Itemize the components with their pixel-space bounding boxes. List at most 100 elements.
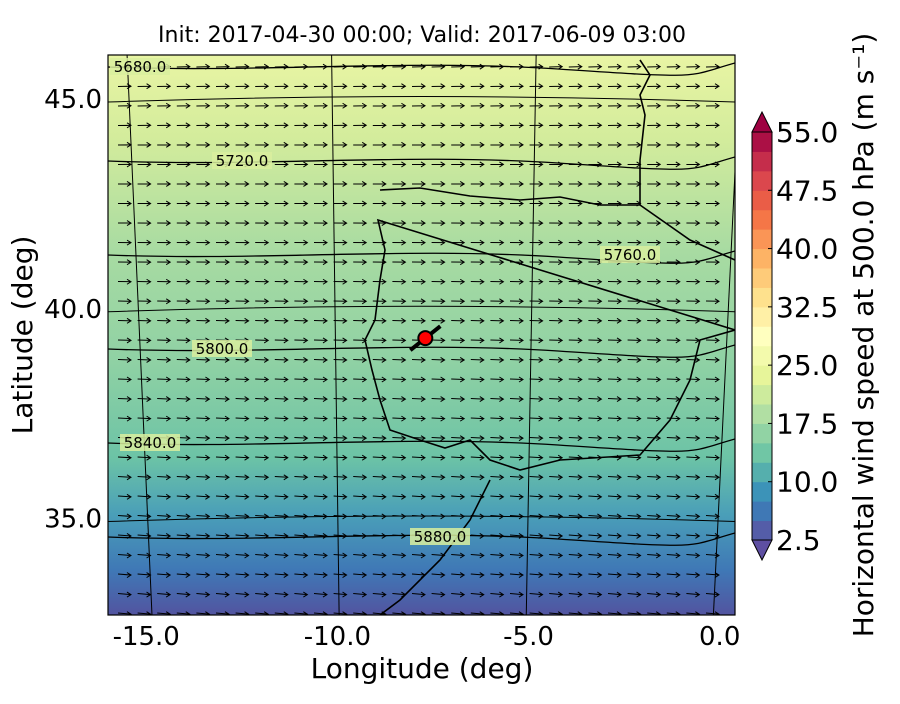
wind-arrow	[529, 454, 544, 461]
wind-arrow	[470, 572, 485, 578]
wind-arrow	[215, 454, 230, 461]
wind-arrow	[451, 239, 466, 246]
wind-arrow	[274, 83, 289, 90]
wind-arrow	[627, 591, 642, 598]
wind-arrow	[666, 63, 681, 70]
wind-arrow	[176, 357, 191, 363]
wind-arrow	[137, 181, 152, 187]
wind-arrow	[411, 552, 426, 559]
coastline	[364, 59, 735, 615]
wind-arrow	[705, 435, 720, 442]
wind-arrow	[549, 278, 564, 285]
wind-arrow	[470, 357, 485, 363]
wind-arrow	[490, 552, 505, 559]
wind-arrow	[568, 396, 583, 402]
wind-arrow	[588, 317, 603, 324]
wind-arrow	[392, 474, 407, 481]
wind-arrow	[470, 122, 485, 129]
wind-arrow	[568, 220, 583, 227]
wind-arrow	[313, 396, 328, 402]
wind-arrow	[686, 102, 701, 109]
wind-arrow	[666, 454, 681, 461]
wind-arrow	[588, 337, 603, 344]
wind-arrow	[313, 161, 328, 168]
wind-arrow	[157, 376, 172, 383]
wind-arrow	[490, 415, 505, 422]
wind-arrow	[294, 611, 309, 615]
wind-arrow	[490, 357, 505, 363]
wind-arrow	[509, 200, 524, 207]
wind-arrow	[588, 220, 603, 227]
wind-arrow	[568, 552, 583, 559]
wind-arrow	[372, 259, 387, 266]
wind-arrow	[157, 454, 172, 461]
wind-arrow	[686, 513, 701, 520]
wind-arrow	[196, 591, 211, 598]
wind-arrow	[470, 220, 485, 227]
contour-label: 5680.0	[114, 58, 167, 76]
wind-arrow	[176, 493, 191, 500]
wind-arrow	[274, 239, 289, 246]
wind-arrow	[490, 122, 505, 129]
wind-arrow	[255, 376, 270, 383]
wind-arrow	[392, 396, 407, 402]
wind-arrow	[647, 357, 662, 363]
colorbar-segment	[752, 132, 772, 152]
wind-arrow	[686, 357, 701, 363]
wind-arrow	[607, 474, 622, 481]
wind-arrow	[431, 220, 446, 227]
colorbar-tick-label: 47.5	[776, 174, 838, 207]
wind-arrow	[568, 141, 583, 148]
wind-arrow	[568, 83, 583, 90]
wind-arrow	[431, 102, 446, 109]
wind-arrow	[353, 278, 368, 285]
wind-arrow	[431, 317, 446, 324]
wind-arrow	[176, 396, 191, 402]
wind-arrow	[294, 454, 309, 461]
wind-arrow	[215, 357, 230, 363]
wind-arrow	[549, 474, 564, 481]
wind-arrow	[372, 63, 387, 70]
wind-arrow	[176, 83, 191, 90]
wind-arrow	[353, 298, 368, 305]
wind-arrow	[392, 122, 407, 129]
wind-arrow	[666, 591, 681, 598]
parallel	[108, 305, 735, 313]
wind-arrow	[686, 415, 701, 422]
wind-arrow	[333, 552, 348, 559]
wind-arrow	[353, 415, 368, 422]
wind-arrow	[333, 454, 348, 461]
contour-label: 5720.0	[216, 152, 269, 170]
wind-arrow	[705, 572, 720, 578]
wind-arrow	[313, 552, 328, 559]
wind-arrow	[255, 513, 270, 520]
wind-arrow	[549, 181, 564, 187]
wind-arrow	[431, 454, 446, 461]
wind-arrow	[255, 474, 270, 481]
wind-arrow	[255, 278, 270, 285]
wind-arrow	[255, 220, 270, 227]
wind-arrow	[372, 357, 387, 363]
wind-arrow	[451, 122, 466, 129]
wind-arrow	[274, 552, 289, 559]
wind-arrow	[647, 435, 662, 442]
wind-arrow	[157, 474, 172, 481]
wind-arrow	[333, 141, 348, 148]
wind-arrow	[392, 415, 407, 422]
wind-arrow	[274, 317, 289, 324]
contour-label-bg	[600, 246, 660, 263]
wind-arrow	[137, 122, 152, 129]
wind-arrow	[196, 454, 211, 461]
wind-arrow	[509, 552, 524, 559]
colorbar-segment	[752, 520, 772, 541]
wind-arrow	[568, 493, 583, 500]
wind-arrow	[411, 259, 426, 266]
wind-arrow	[509, 337, 524, 344]
wind-arrow	[470, 161, 485, 168]
wind-arrow	[235, 474, 250, 481]
wind-arrow	[333, 220, 348, 227]
wind-arrow	[215, 298, 230, 305]
wind-arrow	[313, 376, 328, 383]
wind-arrow	[117, 357, 132, 363]
wind-arrow	[705, 474, 720, 481]
